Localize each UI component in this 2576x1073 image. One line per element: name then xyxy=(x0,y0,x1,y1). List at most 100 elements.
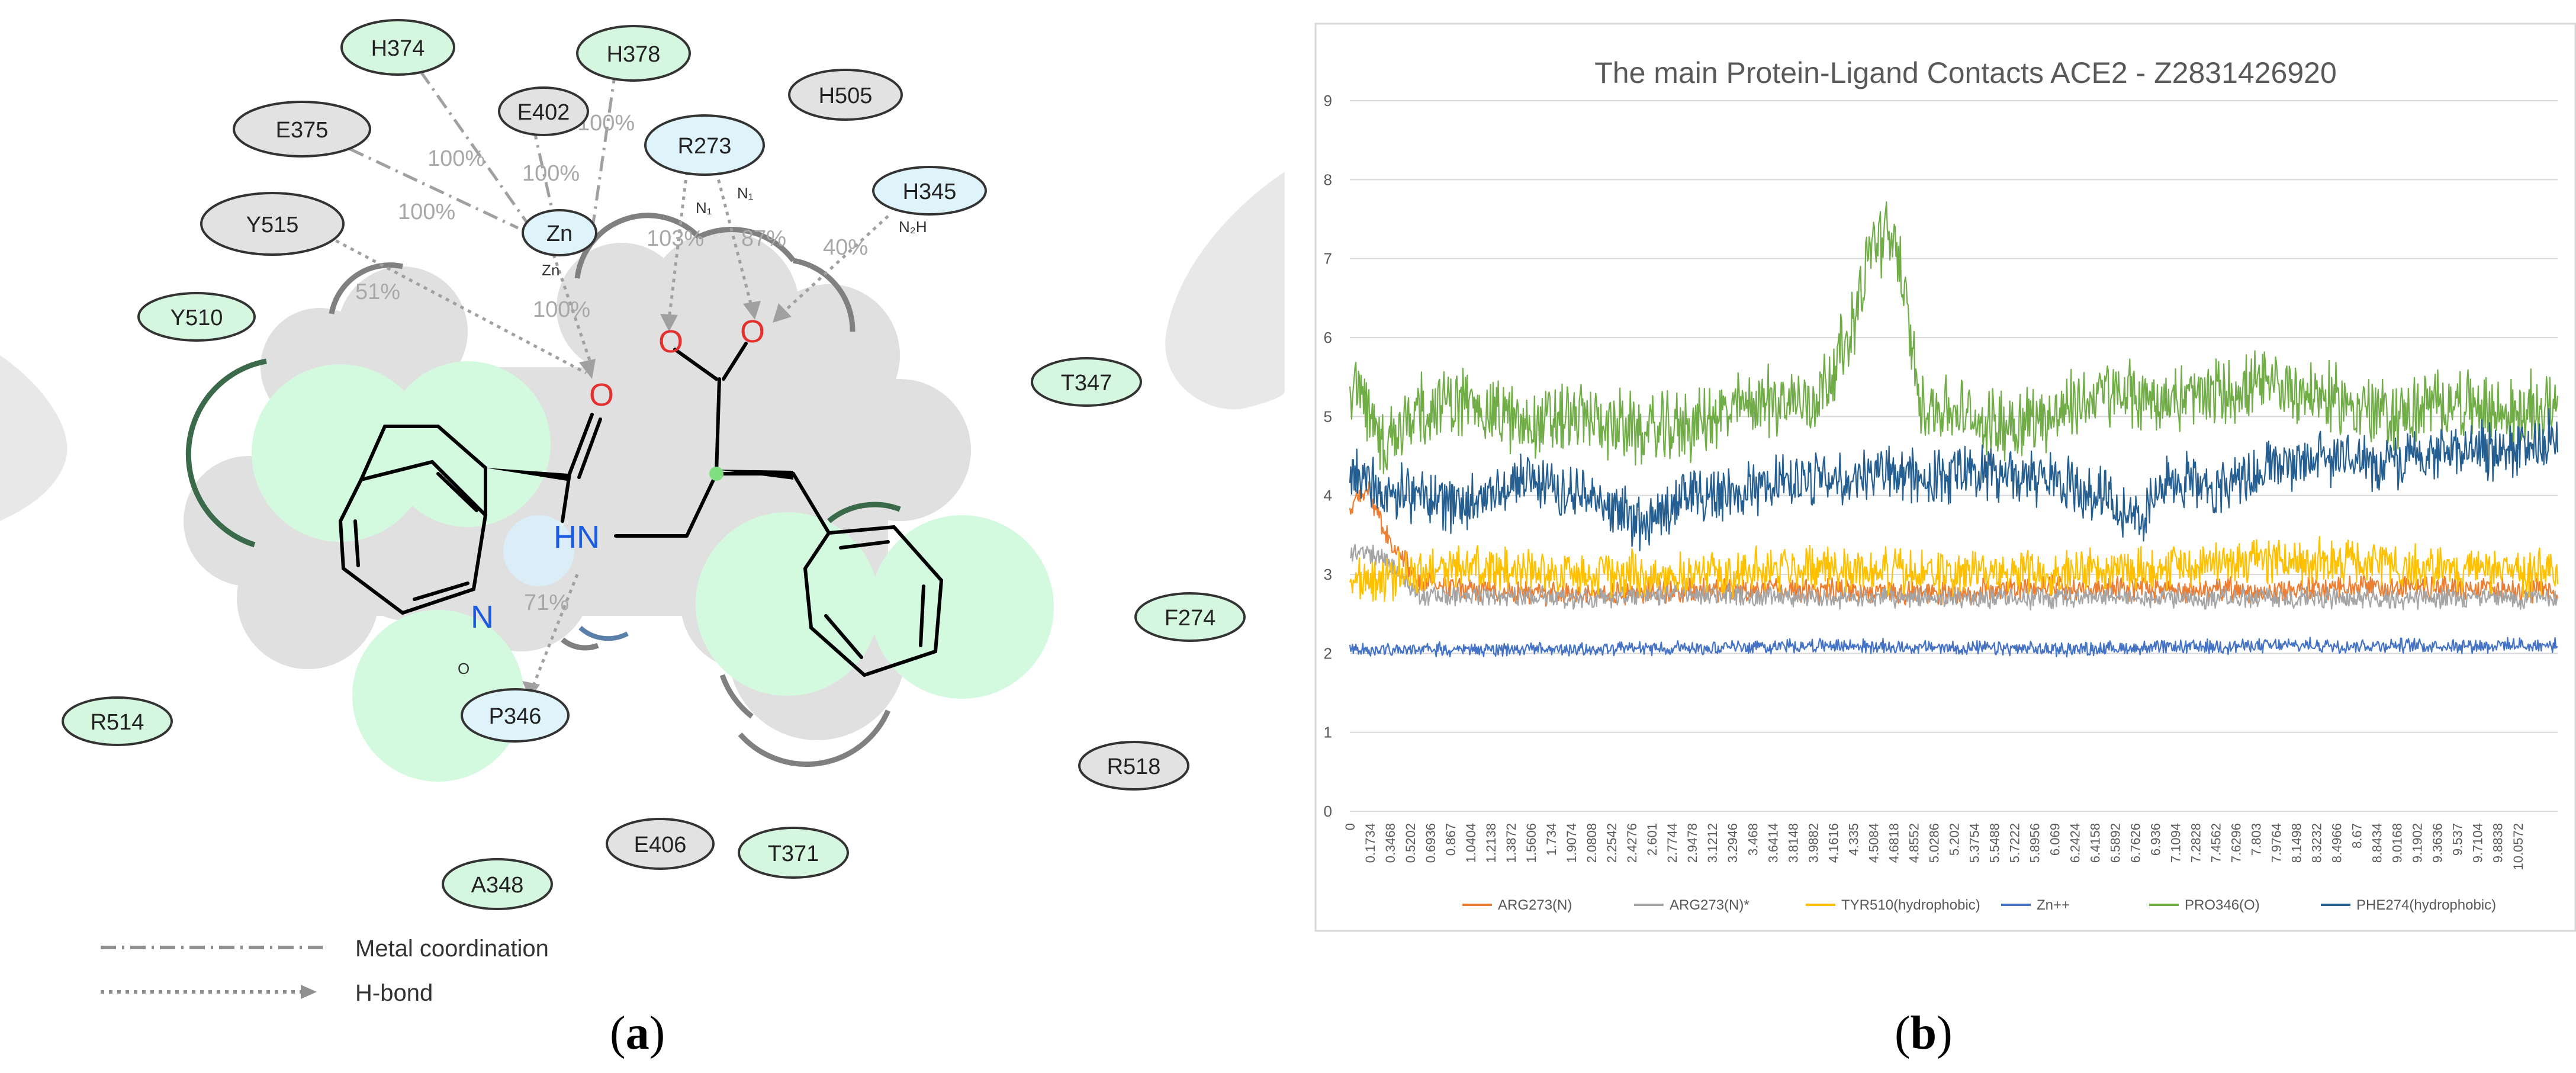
residue-label: A348 xyxy=(471,873,524,898)
y-tick-label: 7 xyxy=(1324,250,1332,268)
oxygen-acid-2: O xyxy=(740,314,765,349)
y-tick-label: 0 xyxy=(1324,802,1332,820)
residue-label: R518 xyxy=(1107,754,1161,779)
residue-ellipse xyxy=(340,19,455,76)
series-line-4 xyxy=(1349,201,2559,474)
series-line-1 xyxy=(1349,544,2559,611)
x-tick-label: 9.8838 xyxy=(2491,823,2506,863)
residue-label: F274 xyxy=(1165,606,1216,631)
residue-ellipse xyxy=(644,114,765,176)
interaction-diagram-svg: 100% 100% 100% 100% 100% 51% 103% 87% 40… xyxy=(0,19,1285,1006)
legend-label: ARG273(N)* xyxy=(1670,897,1750,913)
legend-label: PHE274(hydrophobic) xyxy=(2356,897,2496,913)
residue-y510: Y510 xyxy=(137,292,256,342)
x-tick-label: 0.5202 xyxy=(1403,823,1418,863)
solvent-exposure xyxy=(503,515,574,586)
panel-label-b: (b) xyxy=(1895,1007,1953,1059)
x-tick-label: 0.6936 xyxy=(1423,823,1438,863)
p346-o-label: O xyxy=(458,660,469,677)
residue-zn: Zn xyxy=(522,209,597,256)
x-tick-label: 6.936 xyxy=(2149,823,2163,856)
legend-item-2: TYR510(hydrophobic) xyxy=(1806,897,1980,913)
legend-hbond-label: H-bond xyxy=(355,980,433,1006)
legend-item-5: PHE274(hydrophobic) xyxy=(2321,897,2496,913)
residue-ellipse xyxy=(137,292,256,342)
pct-h345: 40% xyxy=(823,235,868,260)
residue-label: H378 xyxy=(607,42,661,67)
residue-h345: H345 xyxy=(872,166,987,216)
panel-a-interaction-diagram: 100% 100% 100% 100% 100% 51% 103% 87% 40… xyxy=(0,0,1285,1070)
x-tick-label: 4.6818 xyxy=(1886,823,1901,863)
x-tick-label: 3.468 xyxy=(1745,823,1760,856)
residue-t371: T371 xyxy=(738,827,849,879)
residue-t347: T347 xyxy=(1031,357,1142,407)
residue-ellipse xyxy=(788,69,903,121)
x-tick-label: 5.5488 xyxy=(1987,823,2002,863)
x-tick-label: 7.803 xyxy=(2249,823,2264,856)
x-tick-label: 2.2542 xyxy=(1604,823,1619,863)
series-line-2 xyxy=(1349,535,2559,602)
small-atom-labels: Zn N₁ N₁ N₂H O xyxy=(458,184,927,677)
x-tick-label: 6.7626 xyxy=(2128,823,2143,863)
residue-ellipse xyxy=(872,166,987,216)
pct-e402: 100% xyxy=(522,161,580,186)
x-tick-label: 5.8956 xyxy=(2027,823,2042,863)
x-tick-label: 0.3468 xyxy=(1383,823,1398,863)
legend-label: PRO346(O) xyxy=(2185,897,2260,913)
zn-atom-label: Zn xyxy=(542,261,559,279)
x-tick-label: 9.0168 xyxy=(2390,823,2405,863)
pct-zn: 100% xyxy=(533,297,590,322)
residue-ellipse xyxy=(200,192,345,256)
x-tick-label: 2.9478 xyxy=(1685,823,1700,863)
residue-y515: Y515 xyxy=(200,192,345,256)
x-tick-label: 2.601 xyxy=(1645,823,1660,856)
x-tick-label: 1.5606 xyxy=(1524,823,1539,863)
pct-p346: 71% xyxy=(524,590,569,615)
residue-label: P346 xyxy=(489,704,542,729)
chiral-center xyxy=(709,467,723,481)
residue-label: H505 xyxy=(819,83,873,108)
legend-metal-label: Metal coordination xyxy=(355,936,549,962)
x-tick-label: 7.9764 xyxy=(2269,823,2284,863)
residue-label: E402 xyxy=(517,100,570,125)
residue-a348: A348 xyxy=(442,858,553,910)
x-tick-label: 7.2828 xyxy=(2189,823,2204,863)
x-tick-label: 8.67 xyxy=(2350,823,2365,849)
pyridine-n: N xyxy=(471,599,494,635)
x-tick-label: 4.335 xyxy=(1846,823,1861,856)
x-tick-label: 1.3872 xyxy=(1504,823,1519,863)
pct-r273-n1: 103% xyxy=(647,226,704,251)
x-tick-label: 0.1734 xyxy=(1363,823,1378,863)
x-tick-label: 8.1498 xyxy=(2289,823,2304,863)
residue-ellipse xyxy=(62,696,173,746)
pct-e375: 100% xyxy=(398,200,455,224)
h-bond-lines xyxy=(327,171,889,688)
residue-ellipse xyxy=(522,209,597,256)
residue-label: Zn xyxy=(546,221,573,246)
chart-legend: ARG273(N) ARG273(N)* TYR510(hydrophobic) Zn… xyxy=(1462,897,2496,913)
y-tick-label: 9 xyxy=(1324,92,1332,110)
chart-title: The main Protein-Ligand Contacts ACE2 - … xyxy=(1594,56,2337,89)
chart-y-tick-labels: 0 1 2 3 4 5 6 7 8 9 xyxy=(1324,92,1332,820)
legend-item-1: ARG273(N)* xyxy=(1634,897,1750,913)
legend-label: TYR510(hydrophobic) xyxy=(1841,897,1980,913)
x-tick-label: 6.2424 xyxy=(2067,823,2082,863)
legend-item-4: PRO346(O) xyxy=(2149,897,2260,913)
x-tick-label: 2.4276 xyxy=(1625,823,1639,863)
residue-e402: E402 xyxy=(498,86,589,136)
wedge-bond-1 xyxy=(485,468,568,481)
pct-h374: 100% xyxy=(427,146,485,171)
legend-hbond-arrow xyxy=(301,985,317,999)
pct-r273-n2: 87% xyxy=(741,226,786,251)
residue-ellipse xyxy=(1078,741,1189,791)
x-tick-label: 3.6414 xyxy=(1765,823,1780,863)
chart-x-tick-labels: 0 0.1734 0.3468 0.5202 0.6936 0.867 1.0404 1.21… xyxy=(1343,823,2526,870)
residue-h378: H378 xyxy=(576,25,691,82)
residue-e406: E406 xyxy=(606,818,715,870)
residue-f274: F274 xyxy=(1134,592,1246,642)
atom-labels: O O O HN N xyxy=(471,314,765,635)
y-tick-label: 4 xyxy=(1324,487,1332,505)
residue-ellipse xyxy=(1134,592,1246,642)
residue-ellipse xyxy=(498,86,589,136)
x-tick-label: 0 xyxy=(1343,823,1358,830)
